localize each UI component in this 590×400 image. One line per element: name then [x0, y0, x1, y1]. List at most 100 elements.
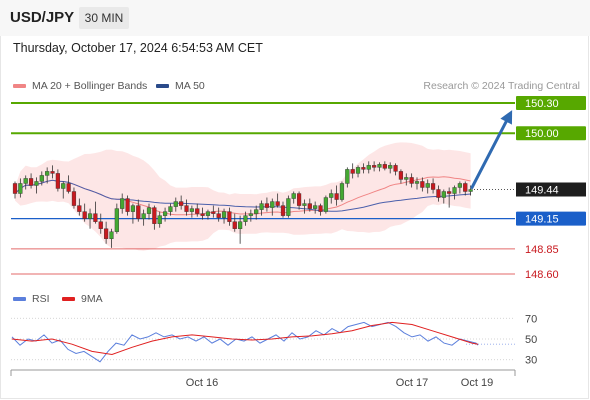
- candle-body: [307, 203, 312, 209]
- candle-body: [334, 193, 339, 200]
- candle-body: [420, 181, 425, 188]
- candle-body: [136, 205, 141, 219]
- candle-body: [179, 201, 184, 206]
- candle-body: [264, 203, 270, 208]
- candle-body: [195, 208, 200, 214]
- candle-body: [211, 211, 216, 214]
- candle-body: [447, 191, 452, 194]
- candle-body: [200, 213, 205, 216]
- timeframe-badge[interactable]: 30 MIN: [79, 7, 129, 29]
- rsi-ma-legend-swatch: [62, 297, 75, 301]
- candle-body: [109, 231, 114, 239]
- candle-body: [372, 165, 377, 168]
- candle-body: [243, 215, 248, 222]
- candle-body: [313, 205, 318, 209]
- time-axis-label: Oct 19: [461, 377, 493, 389]
- forecast-arrow-shaft: [470, 116, 510, 189]
- candle-body: [162, 211, 168, 216]
- candle-body: [339, 183, 345, 200]
- candle-body: [259, 203, 264, 210]
- candle-body: [152, 207, 157, 224]
- candle-body: [189, 208, 194, 212]
- candle-body: [296, 193, 302, 206]
- candle-body: [28, 178, 34, 186]
- candle-body: [382, 164, 387, 169]
- rsi-line: [11, 321, 479, 363]
- candle-body: [34, 181, 39, 186]
- candle-body: [232, 221, 237, 229]
- candle-body: [275, 201, 280, 206]
- credit-text: Research © 2024 Trading Central: [423, 80, 580, 92]
- level-label: 148.85: [525, 244, 559, 256]
- candle-body: [50, 171, 55, 174]
- level-label: 148.60: [525, 269, 559, 281]
- candle-body: [184, 205, 189, 212]
- rsi-legend-swatch: [13, 297, 26, 301]
- candle-body: [39, 175, 44, 182]
- forecast-arrow-head: [500, 110, 513, 125]
- candle-body: [254, 209, 259, 214]
- candle-body: [157, 215, 162, 224]
- candle-body: [104, 228, 109, 239]
- candle-body: [404, 177, 409, 180]
- ma20-legend-swatch: [13, 84, 26, 88]
- candle-body: [318, 205, 323, 212]
- time-axis-label: Oct 17: [396, 377, 428, 389]
- candle-body: [270, 201, 275, 208]
- candle-body: [125, 198, 130, 212]
- level-label-box: [516, 211, 586, 226]
- candle-body: [12, 183, 18, 194]
- rsi-tick-label: 30: [525, 355, 537, 367]
- time-axis-label: Oct 16: [186, 377, 218, 389]
- candle-body: [248, 213, 253, 216]
- candle-body: [173, 201, 178, 207]
- candle-body: [323, 197, 328, 212]
- candle-body: [130, 205, 136, 212]
- candle-body: [280, 205, 286, 216]
- candle-body: [409, 177, 414, 184]
- candle-body: [302, 203, 307, 206]
- ma20-legend-label: MA 20 + Bollinger Bands: [32, 80, 148, 92]
- candle-body: [141, 213, 146, 219]
- candle-body: [286, 198, 291, 216]
- candle-body: [45, 171, 50, 176]
- candle-body: [355, 167, 361, 174]
- candle-body: [168, 206, 173, 212]
- rsi-ma-legend-label: 9MA: [81, 293, 103, 305]
- candle-body: [329, 193, 334, 198]
- candle-body: [393, 165, 398, 172]
- ma50-line: [14, 179, 471, 212]
- candle-body: [468, 189, 473, 192]
- candle-body: [377, 164, 382, 168]
- candle-body: [388, 165, 393, 169]
- candle-body: [441, 191, 446, 198]
- candle-body: [114, 208, 119, 232]
- candle-body: [425, 183, 430, 188]
- candle-body: [71, 191, 77, 206]
- candle-body: [216, 213, 221, 218]
- level-label: 150.30: [525, 98, 559, 110]
- candle-body: [98, 221, 103, 229]
- candle-body: [414, 181, 420, 184]
- candle-body: [61, 183, 66, 189]
- ma50-legend-label: MA 50: [175, 80, 205, 92]
- candle-body: [238, 221, 243, 229]
- level-label-box: [516, 126, 586, 141]
- ma50-legend-swatch: [156, 84, 169, 88]
- candle-body: [87, 213, 93, 219]
- candle-body: [361, 167, 366, 170]
- rsi-legend-label: RSI: [32, 293, 50, 305]
- candle-body: [23, 178, 28, 184]
- candle-body: [227, 211, 232, 222]
- candle-body: [430, 183, 436, 190]
- candle-body: [366, 165, 371, 170]
- rsi-tick-label: 50: [525, 334, 537, 346]
- bollinger-band: [15, 142, 471, 251]
- candle-body: [452, 187, 457, 194]
- candle-body: [82, 211, 87, 219]
- level-label-box: [516, 96, 586, 111]
- symbol-title: USD/JPY: [10, 9, 75, 26]
- last-price-box: [516, 182, 586, 197]
- candles: [12, 161, 473, 248]
- level-label: 150.00: [525, 128, 559, 140]
